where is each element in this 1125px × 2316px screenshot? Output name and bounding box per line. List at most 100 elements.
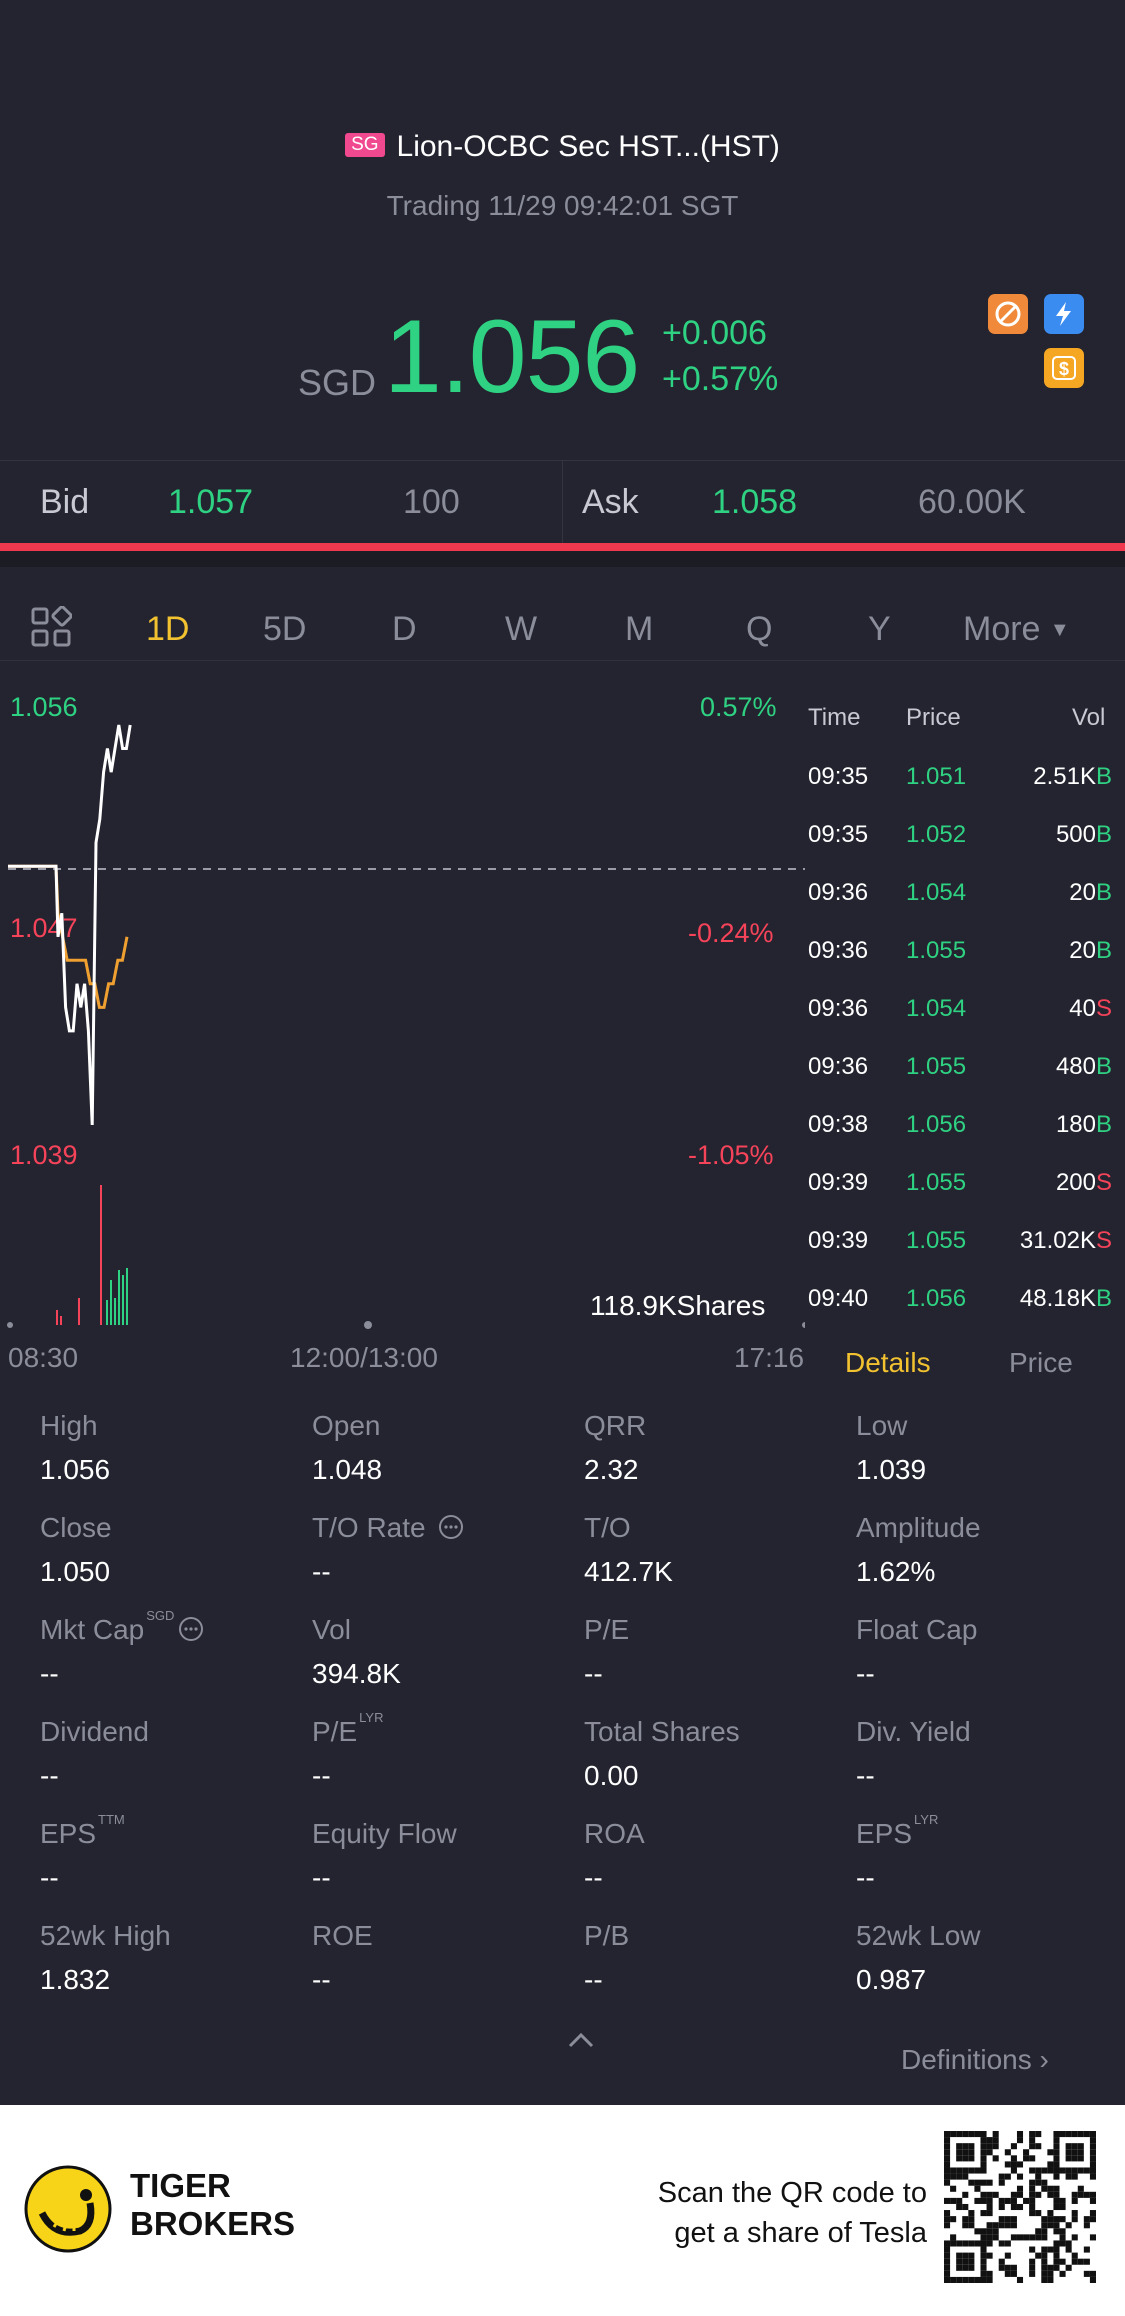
volume-bar (114, 1298, 116, 1325)
stat-total-shares: Total Shares 0.00 (584, 1716, 844, 1792)
trades-header-vol: Vol (1072, 704, 1106, 731)
stat-equity-flow: Equity Flow -- (312, 1818, 572, 1894)
trade-row: 09:39 1.055 200S (808, 1169, 1112, 1209)
collapse-chevron-icon[interactable] (566, 2030, 596, 2055)
brand-name: TIGER BROKERS (130, 2167, 295, 2243)
tab-details[interactable]: Details (845, 1347, 931, 1378)
trade-price: 1.051 (906, 763, 967, 790)
stat-low: Low 1.039 (856, 1410, 1116, 1486)
stat-label-text: Float Cap (856, 1614, 978, 1645)
trade-vol-value: 48.18K (1019, 1285, 1096, 1312)
trade-side: S (1095, 995, 1112, 1022)
trade-vol-value: 20 (1069, 879, 1096, 906)
info-icon[interactable] (178, 1616, 204, 1649)
stat-value: -- (856, 1862, 875, 1893)
trade-price: 1.054 (906, 879, 967, 906)
average-price-line (8, 864, 129, 1009)
trade-price: 1.056 (906, 1285, 967, 1312)
axis-dot-start (7, 1322, 13, 1328)
stock-title: SG Lion-OCBC Sec HST...(HST) (0, 130, 1125, 164)
stat-value: 1.62% (856, 1556, 936, 1587)
trade-row: 09:36 1.055 480B (808, 1053, 1112, 1093)
stat-label-text: P/E (584, 1614, 630, 1645)
stat-label-text: Mkt Cap (40, 1614, 145, 1645)
axis-dot-end (802, 1322, 805, 1328)
stat-label: T/O (584, 1512, 631, 1544)
time-mid: 12:00/13:00 (290, 1342, 438, 1373)
tab-m[interactable]: M (625, 610, 654, 648)
trade-row: 09:35 1.052 500B (808, 821, 1112, 861)
promo-text: Scan the QR code to get a share of Tesla (600, 2173, 927, 2253)
stock-name: Lion-OCBC Sec HST...(HST) (396, 130, 780, 163)
volume-bar (118, 1270, 120, 1325)
stat-label: EPS LYR (856, 1812, 938, 1850)
stat-label-text: QRR (584, 1410, 647, 1441)
brand-line-2: BROKERS (130, 2205, 296, 2242)
tab-d[interactable]: D (392, 610, 417, 648)
change-percent: +0.57% (662, 360, 779, 398)
trade-time: 09:36 (808, 937, 869, 964)
stat-value: 0.987 (856, 1964, 927, 1995)
price-change: +0.006 +0.57% (662, 310, 778, 402)
qr-code (944, 2131, 1096, 2283)
info-icon[interactable] (438, 1514, 464, 1547)
trade-time: 09:35 (808, 763, 869, 790)
time-start: 08:30 (8, 1342, 79, 1373)
market-badge: SG (345, 133, 385, 158)
tab-5d[interactable]: 5D (263, 610, 307, 648)
orderbook-bar[interactable]: Bid 1.057 100 Ask 1.058 60.00K (0, 460, 1125, 546)
lightning-icon[interactable] (1044, 294, 1084, 334)
stat-label: T/O Rate (312, 1512, 463, 1544)
trade-side: B (1095, 763, 1112, 790)
stat-p-e: P/E LYR -- (312, 1710, 572, 1792)
caret-down-icon: ▼ (1049, 619, 1070, 641)
bid-label: Bid (40, 483, 90, 521)
stat-label-text: Dividend (40, 1716, 149, 1747)
stat-value: 1.050 (40, 1556, 111, 1587)
trade-time: 09:35 (808, 821, 869, 848)
stat-value: -- (584, 1964, 603, 1995)
definitions-link[interactable]: Definitions › (901, 2044, 1049, 2076)
trade-price: 1.054 (906, 995, 967, 1022)
chart-price-high: 1.056 (10, 692, 78, 722)
stat-value: 1.832 (40, 1964, 111, 1995)
tab-more[interactable]: More ▼ (963, 610, 1070, 649)
trade-volume: 48.18KB (1020, 1285, 1112, 1313)
stat-value: -- (40, 1862, 59, 1893)
trade-time: 09:36 (808, 995, 869, 1022)
stat-label: 52wk Low (856, 1920, 981, 1952)
stat-value: -- (312, 1862, 331, 1893)
stat-label: P/B (584, 1920, 629, 1952)
volume-bar (126, 1268, 128, 1325)
stat-label-text: T/O Rate (312, 1512, 426, 1543)
stat-label-text: EPS (856, 1818, 913, 1849)
stat-roe: ROE -- (312, 1920, 572, 1996)
tab-y[interactable]: Y (868, 610, 891, 648)
stat-superscript: TTM (98, 1812, 125, 1827)
trade-row: 09:40 1.056 48.18KB (808, 1285, 1112, 1325)
trade-volume: 20B (1069, 937, 1112, 965)
tab-q[interactable]: Q (746, 610, 773, 648)
stat-value: -- (312, 1760, 331, 1791)
stat-label: Mkt Cap SGD (40, 1608, 204, 1646)
stat-52wk-low: 52wk Low 0.987 (856, 1920, 1116, 1996)
trade-row: 09:36 1.054 20B (808, 879, 1112, 919)
trade-vol-value: 480 (1055, 1053, 1096, 1080)
no-short-icon[interactable] (988, 294, 1028, 334)
intraday-chart[interactable] (0, 680, 805, 1330)
tab-1d[interactable]: 1D (146, 610, 190, 648)
dollar-icon[interactable]: $ (1044, 348, 1084, 388)
stat-value: 412.7K (584, 1556, 673, 1587)
tab-price[interactable]: Price (1009, 1347, 1073, 1378)
tab-w[interactable]: W (505, 610, 538, 648)
layout-grid-icon[interactable] (30, 605, 73, 653)
volume-bar (78, 1298, 80, 1325)
stat-close: Close 1.050 (40, 1512, 300, 1588)
trade-side: B (1095, 937, 1112, 964)
orderbook-indicator (0, 543, 1125, 551)
section-divider (0, 551, 1125, 567)
stat-label: Dividend (40, 1716, 149, 1748)
volume-bar (110, 1280, 112, 1325)
stat-label: Equity Flow (312, 1818, 457, 1850)
volume-bar (106, 1300, 108, 1325)
